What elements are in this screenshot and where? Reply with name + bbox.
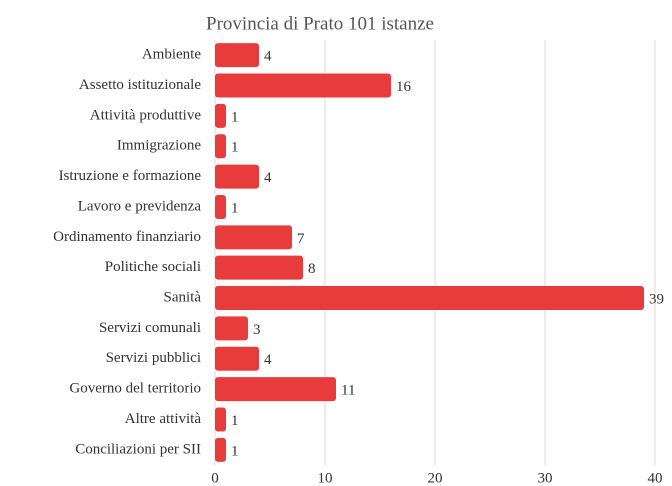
data-label: 7 <box>297 231 305 247</box>
bar <box>215 437 226 462</box>
bar <box>215 407 226 432</box>
bar <box>215 225 292 250</box>
bar <box>215 286 644 311</box>
bar <box>215 73 391 98</box>
x-tick-label: 10 <box>318 470 333 486</box>
y-tick-label: Attività produttive <box>90 107 202 123</box>
bar <box>215 255 303 280</box>
bar <box>215 316 248 341</box>
data-label: 39 <box>649 291 664 307</box>
data-label: 1 <box>231 200 239 216</box>
y-tick-label: Lavoro e previdenza <box>78 198 202 214</box>
bar <box>215 194 226 219</box>
data-label: 4 <box>264 170 272 186</box>
data-label: 1 <box>231 413 239 429</box>
bar <box>215 164 259 189</box>
x-tick-label: 20 <box>428 470 443 486</box>
y-tick-label: Servizi pubblici <box>106 350 201 366</box>
x-tick-label: 40 <box>648 470 663 486</box>
y-tick-label: Sanità <box>164 289 202 305</box>
y-tick-label: Assetto istituzionale <box>79 77 201 93</box>
data-label: 16 <box>396 79 412 95</box>
data-label: 8 <box>308 261 316 277</box>
data-label: 4 <box>264 352 272 368</box>
bar <box>215 134 226 159</box>
chart-title: Provincia di Prato 101 istanze <box>206 13 434 34</box>
y-tick-label: Immigrazione <box>117 138 201 154</box>
y-tick-label: Politiche sociali <box>105 259 201 275</box>
bar <box>215 346 259 371</box>
y-tick-label: Ordinamento finanziario <box>53 229 201 245</box>
x-tick-label: 30 <box>538 470 553 486</box>
y-tick-label: Ambiente <box>142 47 201 63</box>
bar <box>215 103 226 128</box>
data-label: 4 <box>264 49 272 65</box>
bar <box>215 377 336 402</box>
y-tick-label: Altre attività <box>125 411 202 427</box>
y-tick-label: Servizi comunali <box>99 320 201 336</box>
data-label: 3 <box>253 322 261 338</box>
data-label: 1 <box>231 443 239 459</box>
y-tick-label: Conciliazioni per SII <box>75 441 201 457</box>
bar <box>215 43 259 68</box>
y-tick-label: Governo del territorio <box>69 381 201 397</box>
data-label: 11 <box>341 383 355 399</box>
data-label: 1 <box>231 140 239 156</box>
data-label: 1 <box>231 109 239 125</box>
y-tick-label: Istruzione e formazione <box>59 168 202 184</box>
x-tick-label: 0 <box>211 470 219 486</box>
